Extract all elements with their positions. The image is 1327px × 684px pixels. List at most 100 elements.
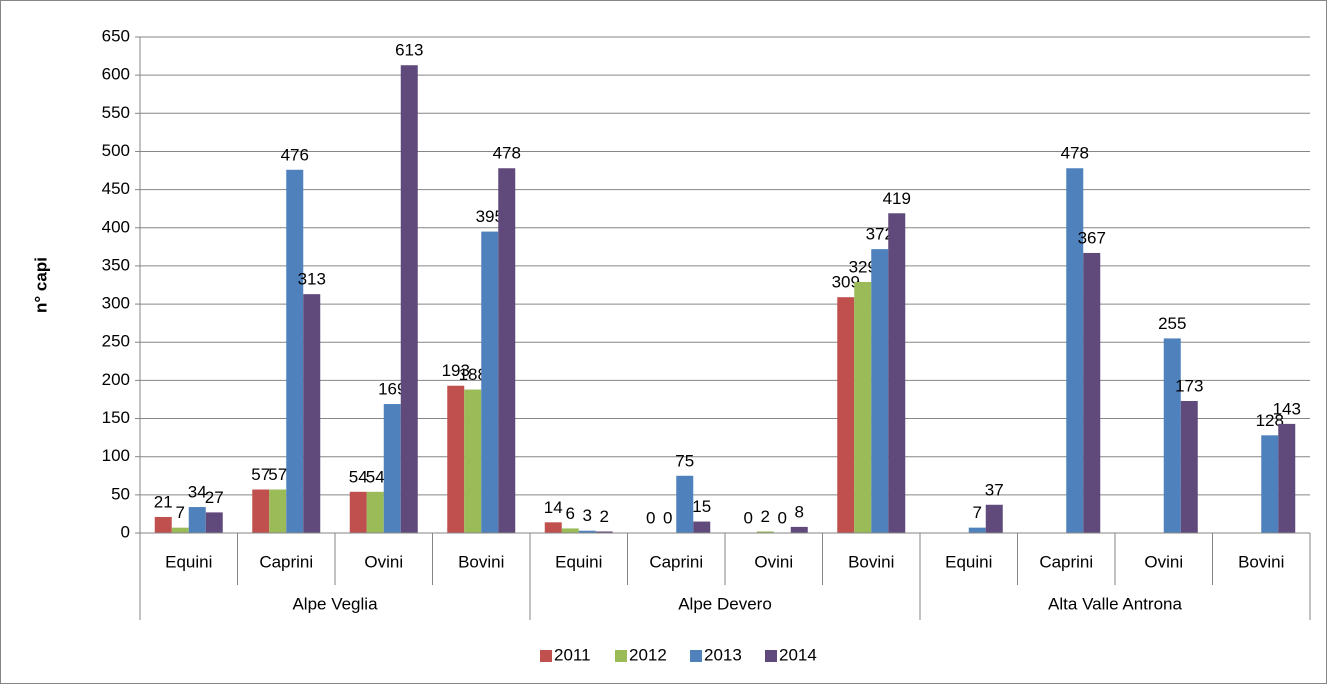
x-tick-label: Ovini [754,552,793,571]
y-tick-label: 150 [102,408,130,427]
group-label: Alpe Devero [678,594,772,613]
data-label: 57 [268,465,287,484]
bar [968,527,986,533]
data-label: 8 [795,502,804,521]
bar [1261,435,1279,533]
x-tick-label: Caprini [259,552,313,571]
data-label: 478 [493,144,521,163]
bar [303,294,321,533]
bar [205,512,223,533]
data-label: 0 [646,508,655,527]
data-label: 613 [395,41,423,60]
data-label: 54 [366,467,385,486]
y-tick-label: 350 [102,255,130,274]
data-label: 188 [459,365,487,384]
data-label: 193 [442,361,470,380]
data-label: 372 [866,225,894,244]
x-tick-label: Bovini [1238,552,1284,571]
bar [561,528,579,533]
data-label: 367 [1078,228,1106,247]
data-label: 476 [281,145,309,164]
bar [1066,168,1084,533]
x-tick-label: Bovini [458,552,504,571]
data-label: 15 [692,497,711,516]
bar [464,389,482,533]
data-label: 7 [176,503,185,522]
x-tick-label: Caprini [1039,552,1093,571]
bar [1083,252,1101,533]
data-label: 309 [832,273,860,292]
data-label: 255 [1158,314,1186,333]
y-tick-label: 250 [102,332,130,351]
y-axis-title: n° capi [31,257,50,313]
y-tick-label: 550 [102,103,130,122]
data-label: 37 [985,480,1004,499]
bar [578,530,596,533]
data-label: 419 [883,189,911,208]
y-tick-label: 600 [102,65,130,84]
bar [1180,400,1198,533]
data-label: 169 [378,380,406,399]
group-label: Alpe Veglia [292,594,378,613]
data-label: 2 [600,507,609,526]
data-label: 329 [849,257,877,276]
bar [1278,423,1296,533]
bar [154,516,172,533]
bar [383,404,401,533]
group-label: Alta Valle Antrona [1048,594,1182,613]
bar [481,231,499,534]
bar [790,526,808,533]
bar [888,213,906,534]
bar [756,531,774,533]
data-label: 7 [973,503,982,522]
data-label: 128 [1256,411,1284,430]
bar [269,489,287,533]
legend-label: 2014 [779,645,817,664]
y-tick-label: 200 [102,370,130,389]
data-label: 75 [675,451,694,470]
data-label: 3 [583,506,592,525]
x-tick-label: Equini [555,552,602,571]
data-label: 2 [761,507,770,526]
bar [693,521,711,533]
data-label: 143 [1273,399,1301,418]
y-tick-label: 100 [102,446,130,465]
x-tick-label: Caprini [649,552,703,571]
data-label: 173 [1175,376,1203,395]
bar [854,281,872,533]
data-label: 6 [566,504,575,523]
y-tick-label: 50 [111,484,130,503]
legend-swatch [540,650,552,662]
data-label: 395 [476,207,504,226]
bar [676,475,694,533]
bar [286,169,304,533]
bar [595,531,613,533]
data-label: 27 [205,488,224,507]
legend-swatch [615,650,627,662]
x-tick-label: Bovini [848,552,894,571]
data-label: 21 [154,492,173,511]
bar [985,504,1003,533]
bar [349,491,367,533]
data-label: 0 [663,508,672,527]
data-label: 54 [349,467,368,486]
data-label: 0 [744,508,753,527]
data-label: 14 [544,498,563,517]
legend-label: 2011 [554,645,591,664]
bar [1163,338,1181,533]
legend-label: 2013 [704,645,742,664]
y-tick-label: 450 [102,179,130,198]
legend-label: 2012 [629,645,667,664]
x-tick-label: Equini [165,552,212,571]
bar [544,522,562,533]
x-tick-label: Equini [945,552,992,571]
y-tick-label: 400 [102,217,130,236]
bar [366,491,384,533]
bar [871,249,889,534]
bar [498,168,516,533]
data-label: 478 [1061,144,1089,163]
data-label: 57 [251,465,270,484]
data-label: 34 [188,483,207,502]
data-label: 313 [298,270,326,289]
legend-swatch [690,650,702,662]
